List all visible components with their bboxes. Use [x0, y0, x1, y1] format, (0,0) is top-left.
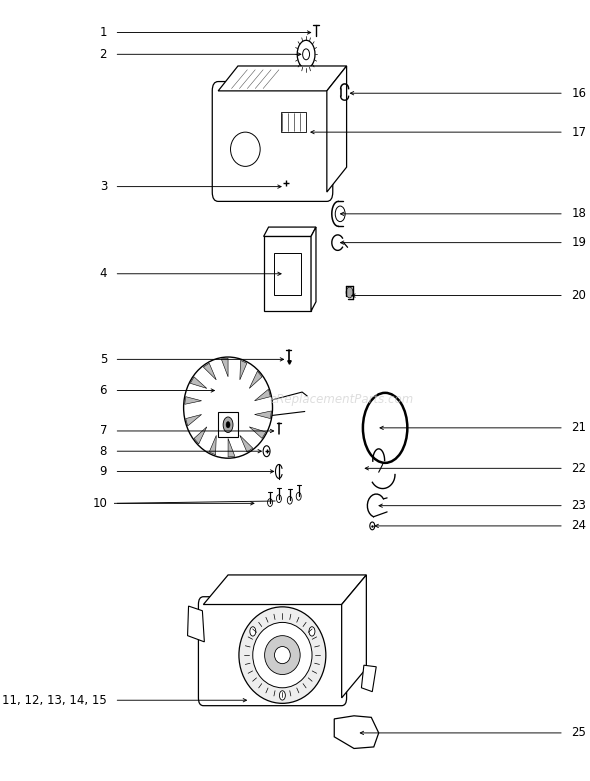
Polygon shape — [186, 415, 202, 426]
Text: 10: 10 — [92, 497, 107, 510]
Circle shape — [263, 446, 270, 457]
Text: 19: 19 — [571, 236, 586, 249]
Polygon shape — [221, 358, 228, 376]
Text: 16: 16 — [571, 87, 586, 100]
Ellipse shape — [264, 636, 300, 675]
Ellipse shape — [231, 132, 260, 166]
Circle shape — [296, 493, 301, 500]
Polygon shape — [204, 575, 366, 604]
Circle shape — [268, 499, 273, 506]
Polygon shape — [188, 606, 204, 642]
Polygon shape — [240, 360, 247, 380]
Text: 1: 1 — [100, 26, 107, 39]
Polygon shape — [204, 363, 217, 380]
Circle shape — [223, 417, 233, 433]
Text: 9: 9 — [100, 465, 107, 478]
Polygon shape — [190, 377, 207, 388]
Ellipse shape — [253, 622, 312, 688]
Polygon shape — [311, 227, 316, 311]
Text: 23: 23 — [571, 499, 586, 512]
Ellipse shape — [274, 647, 290, 664]
Text: 8: 8 — [100, 444, 107, 458]
Text: 20: 20 — [571, 289, 586, 302]
Circle shape — [289, 186, 294, 194]
Text: 18: 18 — [571, 207, 586, 220]
Polygon shape — [228, 438, 235, 457]
Text: 24: 24 — [571, 519, 586, 533]
Polygon shape — [264, 237, 311, 311]
Circle shape — [287, 497, 292, 504]
Circle shape — [280, 690, 286, 700]
Polygon shape — [250, 427, 266, 438]
Circle shape — [277, 495, 281, 502]
Text: 11, 12, 13, 14, 15: 11, 12, 13, 14, 15 — [2, 694, 107, 707]
Polygon shape — [362, 665, 376, 692]
Polygon shape — [264, 227, 316, 237]
Circle shape — [335, 206, 345, 222]
Circle shape — [226, 422, 230, 428]
Text: 7: 7 — [100, 424, 107, 437]
Polygon shape — [274, 253, 301, 294]
Text: 6: 6 — [100, 384, 107, 397]
Circle shape — [297, 41, 315, 68]
Polygon shape — [218, 66, 346, 91]
Circle shape — [346, 287, 353, 298]
Polygon shape — [342, 575, 366, 698]
Circle shape — [303, 49, 310, 60]
Text: 22: 22 — [571, 462, 586, 475]
Polygon shape — [327, 66, 346, 192]
Text: eReplacementParts.com: eReplacementParts.com — [270, 394, 414, 406]
Polygon shape — [254, 389, 270, 401]
Polygon shape — [250, 371, 262, 388]
Polygon shape — [240, 435, 253, 452]
FancyBboxPatch shape — [212, 81, 333, 201]
Text: 5: 5 — [100, 353, 107, 366]
Text: 25: 25 — [571, 726, 586, 740]
Text: 3: 3 — [100, 180, 107, 193]
Circle shape — [283, 178, 289, 187]
Circle shape — [370, 522, 375, 530]
Text: 4: 4 — [100, 267, 107, 280]
Polygon shape — [335, 716, 379, 748]
Ellipse shape — [239, 607, 326, 704]
Bar — [281, 112, 306, 132]
Text: 17: 17 — [571, 126, 586, 139]
Circle shape — [250, 626, 256, 636]
Text: 21: 21 — [571, 422, 586, 434]
Circle shape — [309, 626, 315, 636]
Text: 2: 2 — [100, 48, 107, 61]
Bar — [218, 412, 238, 437]
FancyBboxPatch shape — [198, 597, 346, 706]
Polygon shape — [194, 427, 207, 444]
Polygon shape — [209, 435, 217, 455]
Polygon shape — [185, 397, 202, 405]
Polygon shape — [254, 411, 271, 419]
